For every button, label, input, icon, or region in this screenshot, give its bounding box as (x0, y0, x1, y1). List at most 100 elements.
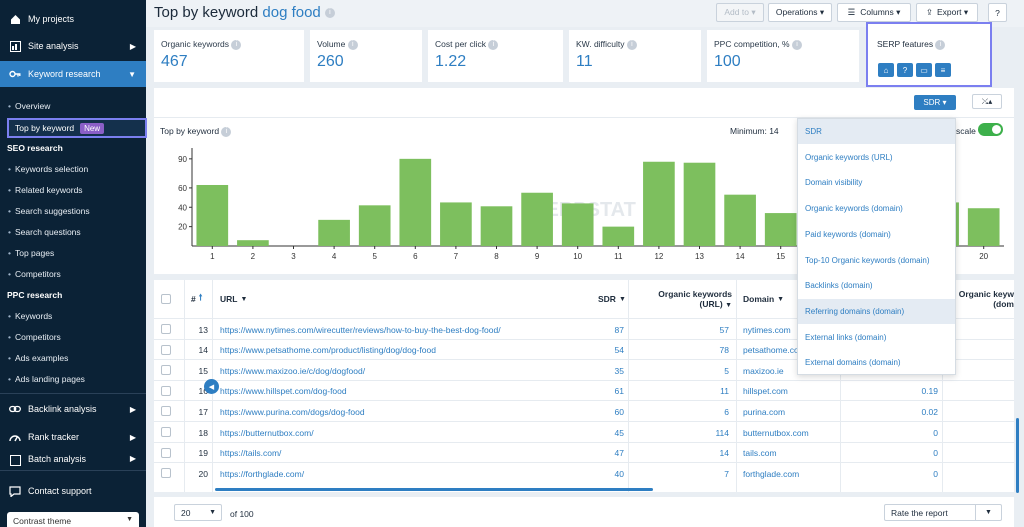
nav-ppc-competitors[interactable]: Competitors (8, 332, 61, 342)
nav-seo-competitors[interactable]: Competitors (8, 269, 61, 279)
log-scale-toggle[interactable] (978, 123, 1003, 136)
page-size-select[interactable]: 20 ▼ (174, 504, 222, 521)
info-icon[interactable]: i (221, 126, 232, 137)
sdr-menu-item[interactable]: External domains (domain) (805, 358, 901, 368)
url-link[interactable]: https://www.hillspet.com/dog-food (220, 386, 347, 397)
domain-link[interactable]: petsathome.com (743, 345, 806, 356)
nav-ads-landing-pages[interactable]: Ads landing pages (8, 374, 85, 384)
organic-keywords-url-value[interactable]: 14 (719, 448, 729, 459)
nav-related-keywords[interactable]: Related keywords (8, 185, 83, 195)
vertical-scrollbar[interactable] (1016, 418, 1019, 493)
row-checkbox[interactable] (161, 406, 171, 417)
organic-keywords-url-value[interactable]: 114 (715, 427, 729, 438)
info-icon[interactable]: i (324, 8, 335, 19)
nav-my-projects[interactable]: My projects (0, 6, 146, 32)
url-link[interactable]: https://forthglade.com/ (220, 468, 305, 479)
sdr-menu-item[interactable]: Top-10 Organic keywords (domain) (805, 255, 930, 265)
url-link[interactable]: https://www.nytimes.com/wirecutter/revie… (220, 324, 501, 335)
export-button[interactable]: ⇪ Export ▾ (916, 3, 978, 22)
url-link[interactable]: https://www.purina.com/dogs/dog-food (220, 406, 365, 417)
column-header-organic-keywords-url[interactable]: Organic keywords (URL) ▼ (646, 280, 732, 318)
table-row[interactable]: 17 https://www.purina.com/dogs/dog-food 60… (154, 400, 1014, 421)
nav-batch-analysis[interactable]: Batch analysis ▶ (0, 451, 146, 468)
info-icon[interactable]: i (626, 39, 637, 50)
domain-link[interactable]: forthglade.com (743, 468, 800, 479)
info-icon[interactable]: i (935, 39, 946, 50)
store-icon[interactable]: ⌂ (878, 63, 894, 77)
sdr-value[interactable]: 54 (614, 345, 624, 356)
url-link[interactable]: https://www.petsathome.com/product/listi… (220, 345, 436, 356)
domain-link[interactable]: butternutbox.com (743, 427, 809, 438)
organic-keywords-url-value[interactable]: 5 (724, 365, 729, 376)
operations-button[interactable]: Operations ▾ (768, 3, 832, 22)
info-icon[interactable]: i (347, 39, 358, 50)
sdr-menu-item[interactable]: SDR (798, 119, 955, 144)
url-link[interactable]: https://butternutbox.com/ (220, 427, 314, 438)
table-row[interactable]: 13 https://www.nytimes.com/wirecutter/rev… (154, 318, 1014, 339)
sdr-menu-item[interactable]: Organic keywords (domain) (805, 204, 903, 214)
domain-link[interactable]: maxizoo.ie (743, 365, 784, 376)
contrast-theme-select[interactable]: Contrast theme ▼ (7, 512, 139, 527)
nav-backlink-analysis[interactable]: Backlink analysis ▶ (0, 396, 146, 422)
table-row[interactable]: 19 https://tails.com/47 14 tails.com 0 (154, 441, 1014, 463)
sdr-menu-item[interactable]: Domain visibility (805, 178, 863, 188)
nav-overview[interactable]: Overview (8, 101, 50, 111)
row-checkbox[interactable] (161, 365, 171, 376)
columns-button[interactable]: ☰ Columns ▾ (837, 3, 911, 22)
column-header-url[interactable]: URL ▼ (220, 294, 248, 304)
nav-keyword-research[interactable]: Keyword research ▼ (0, 61, 146, 87)
organic-keywords-url-value[interactable]: 78 (719, 345, 729, 356)
nav-top-by-keyword[interactable]: Top by keyword New (7, 118, 147, 138)
rate-report-select[interactable]: Rate the report ▼ (884, 504, 1002, 521)
row-checkbox[interactable] (161, 344, 171, 355)
domain-link[interactable]: nytimes.com (743, 324, 791, 335)
sdr-value[interactable]: 60 (614, 406, 624, 417)
column-header-organic-keywords-domain[interactable]: Organic keyw (dom (954, 280, 1014, 318)
column-header-domain[interactable]: Domain ▼ (743, 294, 785, 304)
sdr-menu-item[interactable]: Backlinks (domain) (805, 281, 873, 291)
column-header-number[interactable]: # 🠕 (191, 292, 203, 304)
nav-ppc-keywords[interactable]: Keywords (8, 311, 52, 321)
domain-link[interactable]: hillspet.com (743, 386, 788, 397)
sdr-value[interactable]: 40 (614, 468, 624, 479)
chart-type-button[interactable]: ⤯ ▴ (972, 94, 1002, 109)
table-row[interactable]: 16 https://www.hillspet.com/dog-food 61 11 h… (154, 379, 1014, 401)
help-button[interactable]: ? (988, 3, 1007, 22)
domain-link[interactable]: purina.com (743, 406, 786, 417)
sdr-metric-dropdown[interactable]: SDR ▾ (914, 95, 956, 110)
sdr-value[interactable]: 35 (614, 365, 624, 376)
table-row[interactable]: 18 https://butternutbox.com/45 114 butternu… (154, 421, 1014, 442)
table-row[interactable]: 14 https://www.petsathome.com/product/lis… (154, 338, 1014, 360)
sdr-value[interactable]: 87 (614, 324, 624, 335)
url-link[interactable]: https://www.maxizoo.ie/c/dog/dogfood/ (220, 365, 366, 376)
row-checkbox[interactable] (161, 468, 171, 479)
horizontal-scrollbar[interactable] (215, 488, 653, 491)
table-row[interactable]: 20 https://forthglade.com/40 7 forthglade.c… (154, 462, 1014, 483)
info-icon[interactable]: i (791, 39, 802, 50)
domain-link[interactable]: tails.com (743, 448, 777, 459)
sdr-menu-item[interactable]: Organic keywords (URL) (805, 152, 893, 162)
help-icon[interactable]: ? (897, 63, 913, 77)
sdr-value[interactable]: 61 (614, 386, 624, 397)
column-header-sdr[interactable]: SDR ▼ (598, 294, 626, 304)
nav-contact-support[interactable]: Contact support (0, 478, 146, 504)
nav-search-questions[interactable]: Search questions (8, 227, 81, 237)
info-icon[interactable]: i (231, 39, 242, 50)
table-row[interactable]: 15 https://www.maxizoo.ie/c/dog/dogfood/3… (154, 359, 1014, 380)
organic-keywords-url-value[interactable]: 57 (719, 324, 729, 335)
add-to-button[interactable]: Add to ▾ (716, 3, 764, 22)
row-checkbox[interactable] (161, 385, 171, 396)
row-checkbox[interactable] (161, 324, 171, 334)
list-icon[interactable]: ≡ (935, 63, 951, 77)
url-link[interactable]: https://tails.com/ (220, 448, 282, 459)
select-all-checkbox[interactable] (161, 294, 171, 304)
nav-rank-tracker[interactable]: Rank tracker ▶ (0, 424, 146, 450)
sdr-menu-item[interactable]: Paid keywords (domain) (805, 229, 891, 239)
sdr-value[interactable]: 47 (614, 448, 624, 459)
row-checkbox[interactable] (161, 447, 171, 458)
nav-keywords-selection[interactable]: Keywords selection (8, 164, 88, 174)
sdr-menu-item[interactable]: Referring domains (domain) (798, 298, 955, 324)
organic-keywords-url-value[interactable]: 6 (724, 406, 729, 417)
nav-ads-examples[interactable]: Ads examples (8, 353, 68, 363)
sdr-menu-item[interactable]: External links (domain) (805, 332, 887, 342)
